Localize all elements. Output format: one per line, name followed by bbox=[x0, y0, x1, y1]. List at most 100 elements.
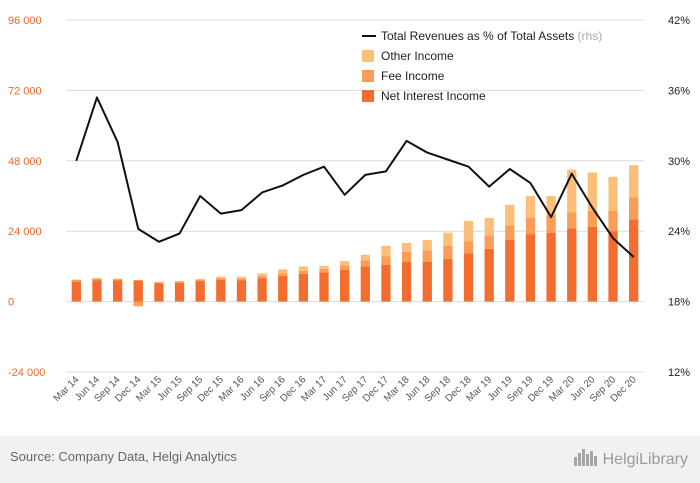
bar-1-22 bbox=[525, 218, 536, 235]
bar-0-8 bbox=[236, 280, 247, 302]
bar-0-10 bbox=[278, 275, 288, 302]
bar-1-3 bbox=[133, 301, 143, 307]
bar-2-9 bbox=[257, 273, 267, 276]
bar-1-25 bbox=[587, 210, 598, 227]
bar-2-11 bbox=[298, 266, 309, 271]
legend: Total Revenues as % of Total Assets (rhs… bbox=[362, 29, 602, 103]
bar-0-12 bbox=[319, 272, 329, 302]
bar-1-15 bbox=[381, 256, 391, 265]
bar-1-19 bbox=[463, 241, 474, 254]
bar-1-4 bbox=[154, 282, 164, 284]
bar-2-1 bbox=[92, 277, 102, 279]
bar-2-5 bbox=[174, 281, 185, 282]
bar-0-7 bbox=[216, 279, 226, 302]
legend-label-0: Net Interest Income bbox=[381, 89, 486, 103]
right-tick-1: 18% bbox=[668, 297, 690, 309]
left-tick-5: 96 000 bbox=[8, 15, 42, 27]
chart: -24 000 0 24 000 48 000 72 000 96 000 12% 18% 2… bbox=[8, 15, 690, 405]
bar-0-18 bbox=[443, 259, 453, 302]
bar-0-5 bbox=[174, 282, 185, 302]
bar-1-1 bbox=[92, 278, 102, 281]
bar-1-24 bbox=[567, 212, 577, 229]
bar-1-0 bbox=[71, 279, 81, 282]
bar-2-12 bbox=[319, 265, 329, 269]
bar-0-22 bbox=[525, 234, 536, 302]
footer: Source: Company Data, Helgi Analytics He… bbox=[0, 436, 700, 483]
legend-label-2: Other Income bbox=[381, 49, 454, 63]
bar-2-22 bbox=[525, 196, 536, 218]
bar-2-25 bbox=[587, 172, 598, 211]
legend-swatch-2 bbox=[362, 50, 374, 62]
bar-2-24 bbox=[567, 169, 577, 213]
bar-2-13 bbox=[340, 261, 350, 266]
bar-0-13 bbox=[340, 269, 350, 302]
bars bbox=[71, 165, 639, 307]
bar-2-8 bbox=[236, 276, 247, 280]
bar-1-5 bbox=[174, 281, 185, 283]
bar-1-12 bbox=[319, 268, 329, 273]
left-tick-1: 0 bbox=[8, 297, 14, 309]
bar-2-6 bbox=[195, 279, 205, 280]
bar-0-14 bbox=[360, 266, 370, 302]
helgi-library-logo: HelgiLibrary bbox=[573, 447, 688, 472]
bar-0-16 bbox=[401, 262, 412, 302]
legend-suffix: (rhs) bbox=[574, 29, 602, 43]
bar-0-6 bbox=[195, 281, 205, 302]
right-tick-3: 30% bbox=[668, 156, 690, 168]
left-tick-4: 72 000 bbox=[8, 85, 42, 97]
bar-2-2 bbox=[112, 278, 123, 280]
bar-1-13 bbox=[340, 265, 350, 270]
bar-0-21 bbox=[505, 240, 515, 302]
left-tick-2: 24 000 bbox=[8, 226, 42, 238]
bar-1-23 bbox=[546, 215, 556, 233]
bar-0-0 bbox=[71, 281, 81, 302]
bar-0-23 bbox=[546, 232, 556, 302]
bar-2-23 bbox=[546, 196, 556, 216]
left-tick-0: -24 000 bbox=[8, 367, 45, 379]
library-logo-icon bbox=[573, 447, 599, 472]
ratio-line-path bbox=[75, 96, 635, 258]
bar-2-15 bbox=[381, 245, 391, 257]
bar-2-20 bbox=[484, 218, 494, 236]
bar-0-1 bbox=[92, 280, 102, 302]
logo-text: HelgiLibrary bbox=[602, 450, 688, 468]
source-note: Source: Company Data, Helgi Analytics bbox=[10, 449, 237, 464]
bar-0-17 bbox=[422, 262, 432, 302]
bar-0-2 bbox=[112, 280, 123, 302]
right-tick-4: 36% bbox=[668, 85, 690, 97]
bar-1-27 bbox=[629, 197, 639, 220]
bar-2-18 bbox=[443, 232, 453, 246]
bar-1-17 bbox=[422, 250, 432, 262]
left-tick-3: 48 000 bbox=[8, 156, 42, 168]
grid-lines bbox=[66, 19, 644, 373]
bar-2-7 bbox=[216, 276, 226, 279]
legend-swatch-0 bbox=[362, 90, 374, 102]
bar-1-10 bbox=[278, 273, 288, 276]
right-axis-ticks: 12% 18% 24% 30% 36% 42% bbox=[668, 15, 690, 379]
bar-1-7 bbox=[216, 278, 226, 280]
bar-1-16 bbox=[401, 251, 412, 262]
bar-1-20 bbox=[484, 235, 494, 249]
bar-2-26 bbox=[608, 176, 618, 211]
bar-2-10 bbox=[278, 269, 288, 274]
bar-1-26 bbox=[608, 210, 618, 232]
bar-0-15 bbox=[381, 264, 391, 302]
bar-1-2 bbox=[112, 279, 123, 281]
bar-0-24 bbox=[567, 228, 577, 302]
ratio-line bbox=[75, 96, 635, 258]
bar-2-21 bbox=[505, 204, 515, 226]
bar-1-21 bbox=[505, 225, 515, 240]
bar-2-14 bbox=[360, 254, 370, 261]
right-tick-5: 42% bbox=[668, 15, 690, 27]
bar-0-19 bbox=[463, 253, 474, 302]
bar-2-17 bbox=[422, 240, 432, 251]
legend-label-1: Fee Income bbox=[381, 69, 445, 83]
bar-0-27 bbox=[629, 219, 639, 302]
bar-1-9 bbox=[257, 275, 267, 279]
right-tick-2: 24% bbox=[668, 226, 690, 238]
bar-1-14 bbox=[360, 260, 370, 267]
bar-0-4 bbox=[154, 283, 164, 302]
bar-2-27 bbox=[629, 165, 639, 198]
bar-0-25 bbox=[587, 226, 598, 302]
